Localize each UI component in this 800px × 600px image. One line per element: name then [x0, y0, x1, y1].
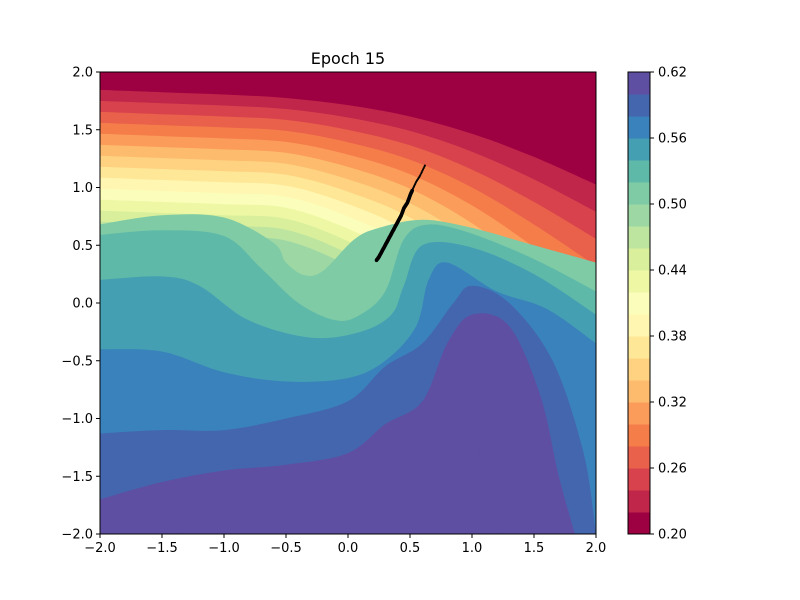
- y-tick-label: 1.0: [72, 181, 93, 196]
- x-tick-label: 1.5: [524, 541, 545, 556]
- colorbar-swatch: [628, 292, 650, 315]
- colorbar-swatch: [628, 248, 650, 271]
- y-tick-label: 2.0: [72, 66, 93, 81]
- contour-band: [174, 410, 497, 534]
- colorbar-tick-label: 0.32: [658, 396, 687, 411]
- colorbar-tick-label: 0.56: [658, 132, 687, 147]
- colorbar-swatch: [628, 314, 650, 337]
- x-tick-label: −1.0: [208, 541, 240, 556]
- x-tick-label: −2.0: [84, 541, 116, 556]
- x-tick-label: 0.5: [400, 541, 421, 556]
- x-axis: −2.0 −1.5 −1.0 −0.5 0.0 0.5 1.0 1.5 2.0: [84, 534, 606, 556]
- colorbar-tick-label: 0.26: [658, 462, 687, 477]
- chart-title: Epoch 15: [311, 49, 385, 68]
- y-tick-label: −1.5: [61, 470, 93, 485]
- colorbar-tick-label: 0.62: [658, 66, 687, 81]
- x-tick-label: 2.0: [586, 541, 607, 556]
- colorbar-swatch: [628, 490, 650, 513]
- plot-area: [100, 72, 596, 534]
- scatter-point: [423, 164, 426, 167]
- colorbar-swatch: [628, 182, 650, 205]
- x-tick-label: 0.0: [338, 541, 359, 556]
- colorbar-swatch: [628, 160, 650, 183]
- colorbar-swatch: [628, 204, 650, 227]
- colorbar-swatch: [628, 270, 650, 293]
- y-tick-label: −1.0: [61, 412, 93, 427]
- y-tick-label: 0.0: [72, 297, 93, 312]
- y-tick-label: 1.5: [72, 123, 93, 138]
- colorbar-tick-label: 0.20: [658, 528, 687, 543]
- colorbar-frame: [627, 71, 651, 535]
- colorbar-tick-label: 0.50: [658, 198, 687, 213]
- x-tick-label: 1.0: [462, 541, 483, 556]
- colorbar-swatch: [628, 402, 650, 425]
- y-tick-label: 0.5: [72, 239, 93, 254]
- colorbar: [627, 71, 651, 535]
- colorbar-swatch: [628, 94, 650, 117]
- colorbar-swatch: [628, 380, 650, 403]
- colorbar-swatch: [628, 468, 650, 491]
- colorbar-swatch: [628, 226, 650, 249]
- colorbar-swatch: [628, 138, 650, 161]
- x-tick-label: −0.5: [270, 541, 302, 556]
- colorbar-tick-label: 0.38: [658, 330, 687, 345]
- y-tick-label: −0.5: [61, 354, 93, 369]
- colorbar-tick-label: 0.44: [658, 264, 687, 279]
- colorbar-swatch: [628, 512, 650, 535]
- colorbar-swatch: [628, 358, 650, 381]
- colorbar-ticks: 0.20 0.26 0.32 0.38 0.44 0.50 0.56 0.62: [650, 66, 687, 543]
- colorbar-swatch: [628, 336, 650, 359]
- colorbar-swatch: [628, 446, 650, 469]
- y-axis: −2.0 −1.5 −1.0 −0.5 0.0 0.5 1.0 1.5 2.0: [61, 66, 100, 543]
- y-tick-label: −2.0: [61, 528, 93, 543]
- colorbar-swatch: [628, 72, 650, 95]
- x-tick-label: −1.5: [146, 541, 178, 556]
- colorbar-swatch: [628, 116, 650, 139]
- colorbar-swatch: [628, 424, 650, 447]
